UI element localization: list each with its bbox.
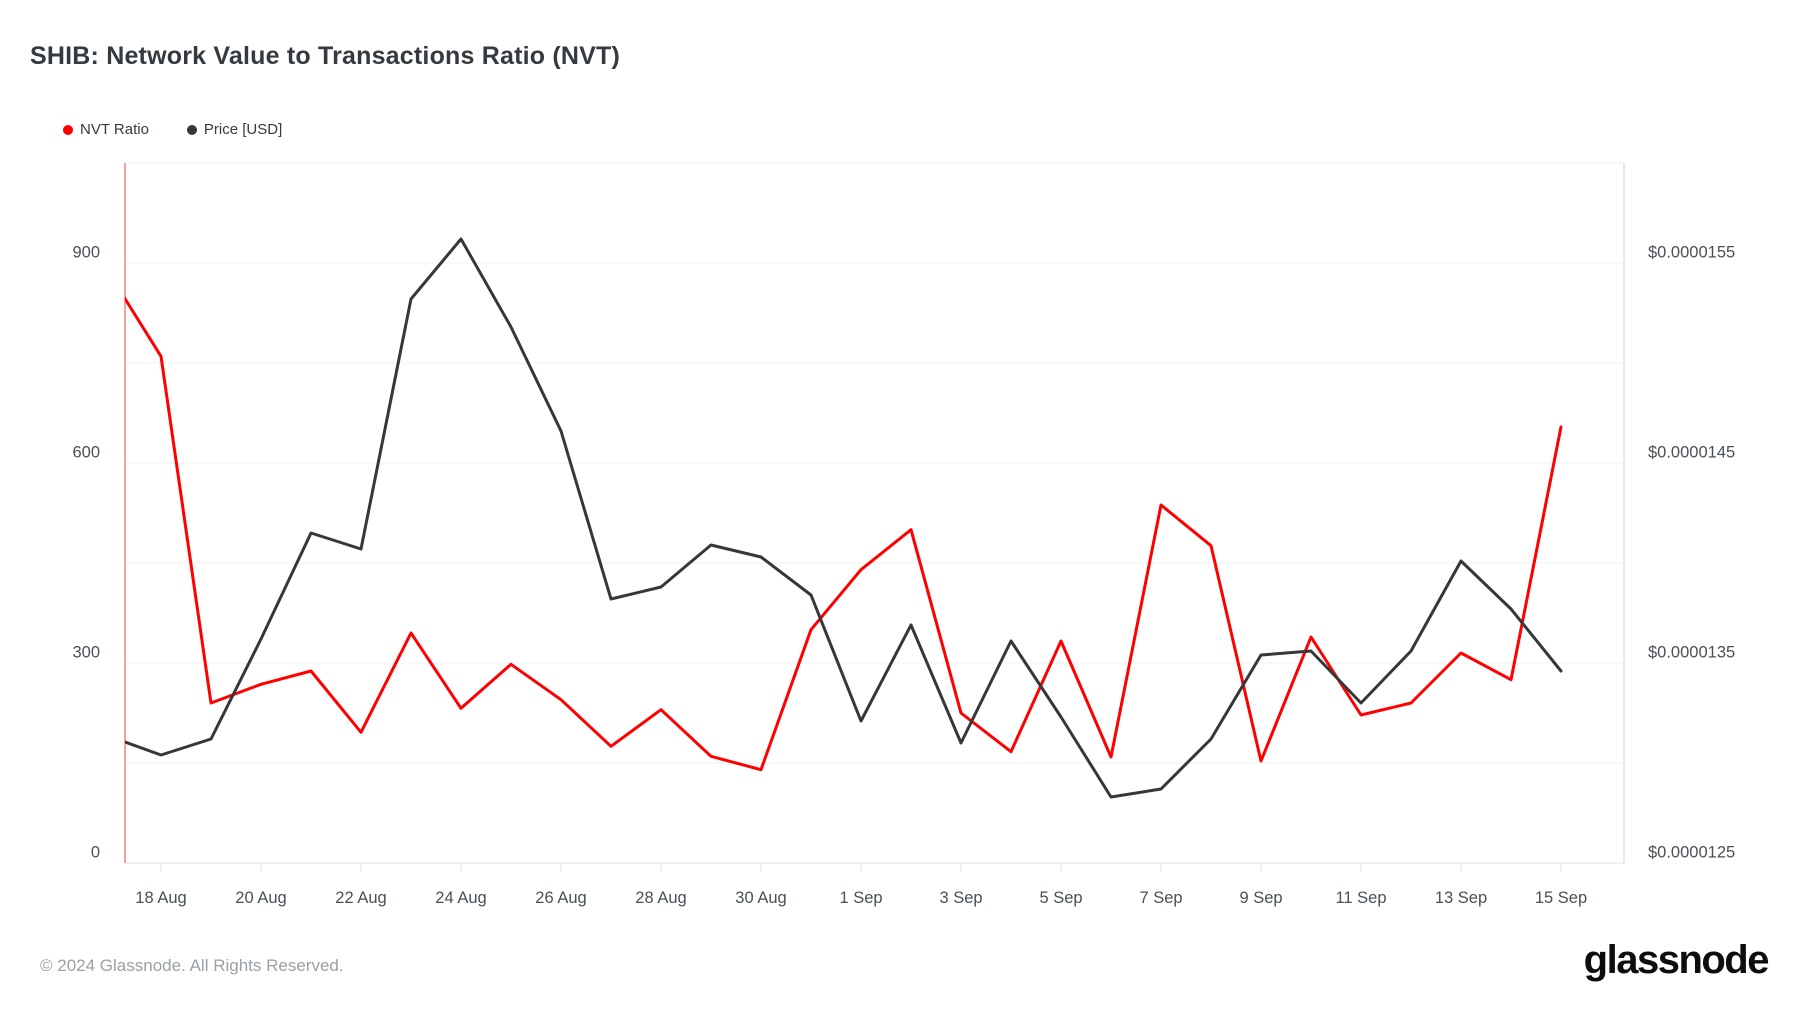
- y-axis-left-label: 0: [90, 843, 100, 862]
- x-axis-label: 15 Sep: [1534, 889, 1588, 907]
- price-line[interactable]: [111, 237, 1563, 799]
- y-axis-left-label: 300: [72, 643, 100, 662]
- x-axis-label: 5 Sep: [1039, 889, 1083, 907]
- y-axis-left-label: 900: [72, 243, 100, 262]
- x-axis-label: 1 Sep: [839, 889, 883, 907]
- nvt-legend-dot-icon: [63, 124, 73, 135]
- glassnode-logo: glassnode: [1583, 938, 1770, 982]
- x-axis-label: 24 Aug: [435, 889, 487, 907]
- y-axis-right-label: $0.0000145: [1648, 443, 1736, 462]
- legend-label-nvt: NVT Ratio: [80, 121, 149, 138]
- y-axis-right-label: $0.0000125: [1648, 843, 1736, 862]
- x-axis-label: 13 Sep: [1434, 889, 1488, 907]
- legend-item-price[interactable]: Price [USD]: [186, 121, 283, 138]
- copyright-text: © 2024 Glassnode. All Rights Reserved.: [40, 956, 344, 975]
- x-axis-label: 7 Sep: [1139, 889, 1183, 907]
- x-axis-label: 22 Aug: [335, 889, 387, 907]
- legend-item-nvt[interactable]: NVT Ratio: [63, 121, 149, 138]
- page-title: SHIB: Network Value to Transactions Rati…: [30, 42, 621, 70]
- x-axis-label: 18 Aug: [135, 889, 187, 907]
- x-axis-label: 3 Sep: [939, 889, 983, 907]
- price-legend-dot-icon: [186, 124, 197, 135]
- x-axis-label: 11 Sep: [1335, 889, 1387, 907]
- y-axis-right-label: $0.0000135: [1648, 643, 1736, 662]
- nvt-ratio-line[interactable]: [111, 276, 1563, 772]
- x-axis-label: 20 Aug: [235, 889, 287, 907]
- x-axis-label: 28 Aug: [635, 889, 687, 907]
- chart-legend: NVT Ratio Price [USD]: [63, 121, 282, 138]
- x-axis-label: 26 Aug: [535, 889, 587, 907]
- x-axis-label: 30 Aug: [735, 889, 787, 907]
- x-axis-label: 9 Sep: [1239, 889, 1283, 907]
- y-axis-right-label: $0.0000155: [1648, 243, 1736, 262]
- y-axis-left-label: 600: [72, 443, 100, 462]
- legend-label-price: Price [USD]: [203, 121, 283, 138]
